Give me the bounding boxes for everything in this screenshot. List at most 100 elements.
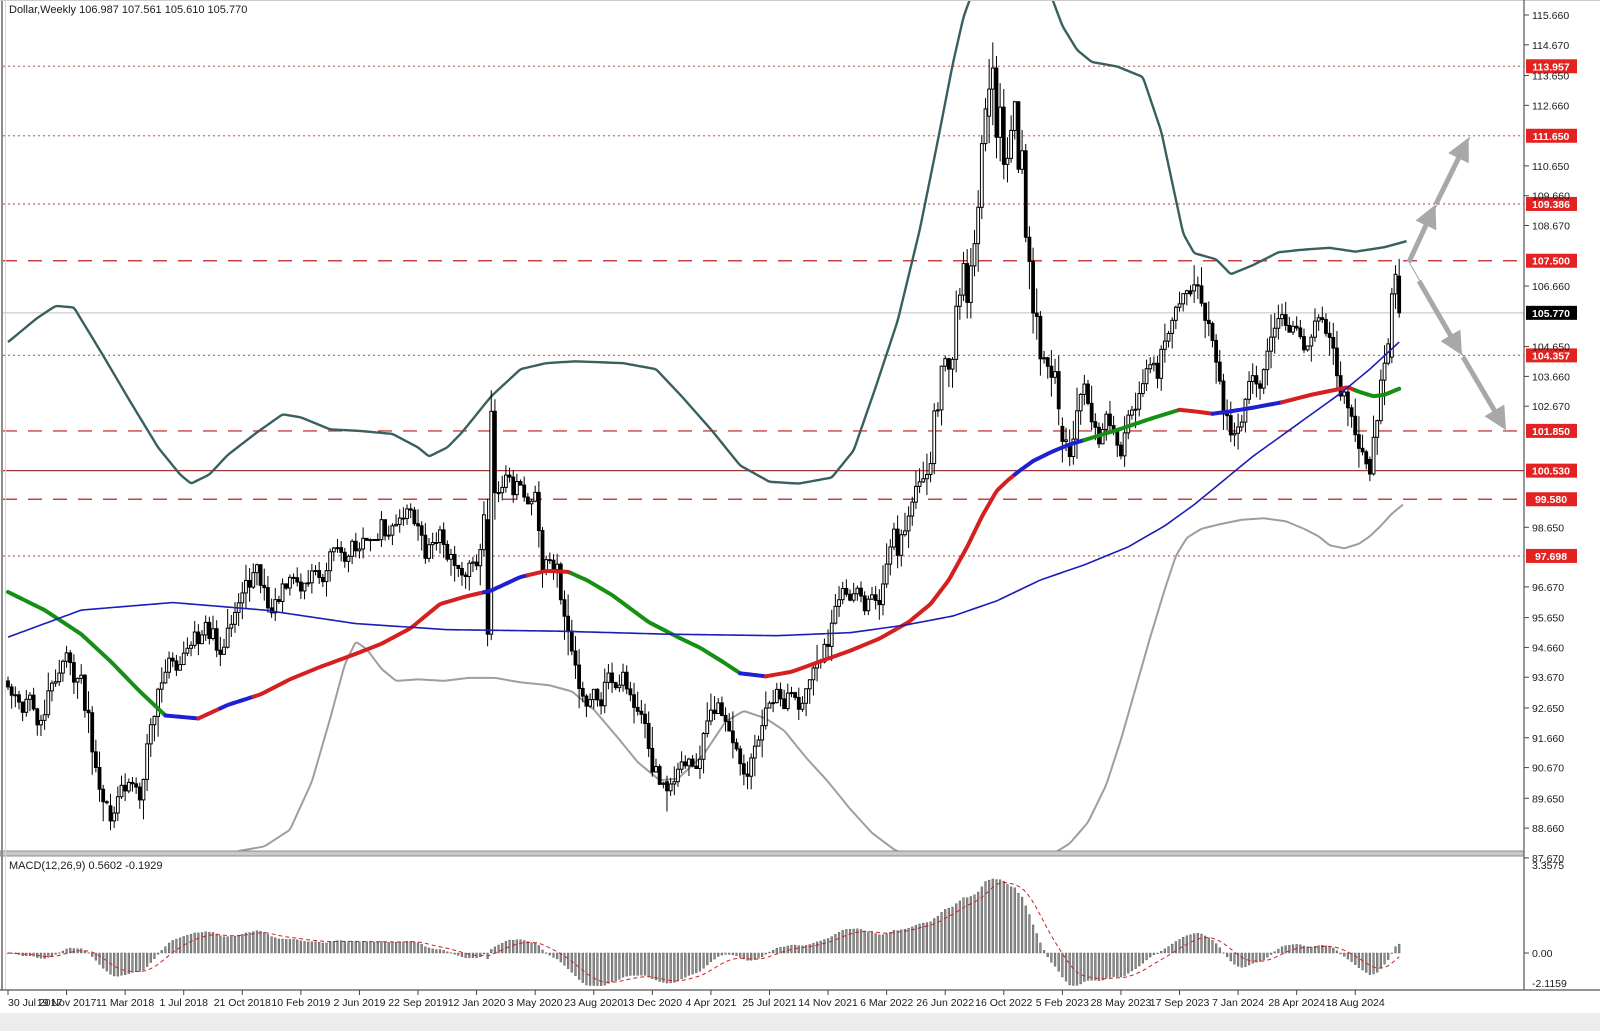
candle-bullish bbox=[240, 592, 245, 604]
candle-bullish bbox=[152, 715, 157, 726]
candle-bullish bbox=[1250, 375, 1255, 383]
macd-histogram-bar bbox=[859, 929, 863, 954]
candle-bearish bbox=[1108, 413, 1112, 427]
macd-histogram-bar bbox=[1167, 946, 1170, 954]
macd-histogram-bar bbox=[296, 939, 299, 954]
macd-histogram-bar bbox=[482, 952, 486, 955]
candle-bearish bbox=[573, 650, 578, 666]
candle-bullish bbox=[972, 243, 977, 267]
macd-histogram-bar bbox=[153, 952, 156, 960]
symbol-ohlc-readout: Dollar,Weekly 106.987 107.561 105.610 10… bbox=[9, 4, 247, 16]
candle-bullish bbox=[771, 702, 776, 705]
candle-bearish bbox=[496, 492, 501, 495]
macd-histogram-bar bbox=[1376, 952, 1379, 973]
macd-histogram-bar bbox=[519, 939, 522, 954]
macd-histogram-bar bbox=[1152, 952, 1155, 955]
macd-histogram-bar bbox=[340, 940, 343, 954]
candle-bearish bbox=[1228, 415, 1233, 436]
macd-histogram-bar bbox=[750, 952, 753, 961]
candle-bullish bbox=[28, 694, 32, 700]
price-axis-tick-label: 114.670 bbox=[1532, 40, 1569, 52]
macd-histogram-bar bbox=[1083, 952, 1086, 982]
macd-histogram-bar bbox=[984, 881, 987, 954]
candle-bullish bbox=[1082, 383, 1087, 395]
candle-bullish bbox=[394, 523, 398, 527]
price-pane[interactable] bbox=[3, 0, 1524, 852]
candle-bullish bbox=[910, 501, 915, 517]
macd-histogram-bar bbox=[636, 952, 639, 976]
candle-bearish bbox=[628, 688, 633, 696]
candle-bullish bbox=[1313, 320, 1317, 338]
candle-bearish bbox=[266, 587, 270, 609]
macd-histogram-bar bbox=[1050, 952, 1053, 963]
candle-bullish bbox=[1316, 317, 1321, 322]
macd-histogram-bar bbox=[834, 934, 837, 954]
candle-bearish bbox=[416, 523, 420, 527]
candle-bearish bbox=[859, 587, 863, 597]
macd-histogram-bar bbox=[391, 942, 394, 954]
candle-bullish bbox=[64, 652, 69, 662]
macd-histogram-bar bbox=[936, 916, 939, 954]
candle-bearish bbox=[342, 551, 347, 562]
candle-bearish bbox=[826, 643, 830, 647]
macd-histogram-bar bbox=[574, 952, 577, 976]
candle-bullish bbox=[892, 528, 896, 548]
candle-bullish bbox=[1020, 150, 1024, 170]
macd-histogram-bar bbox=[1226, 952, 1229, 958]
macd-histogram-bar bbox=[146, 952, 149, 967]
candle-bearish bbox=[375, 538, 380, 541]
macd-histogram-bar bbox=[219, 935, 222, 954]
candle-bullish bbox=[57, 672, 62, 683]
macd-histogram-bar bbox=[951, 906, 954, 954]
candle-bearish bbox=[1346, 391, 1350, 409]
slow-ma-segment-red bbox=[763, 472, 1017, 679]
time-axis-label: 5 Feb 2023 bbox=[1036, 997, 1089, 1009]
macd-histogram-bar bbox=[277, 938, 281, 954]
candle-bullish bbox=[943, 358, 948, 367]
candle-bearish bbox=[646, 723, 651, 750]
candle-bullish bbox=[866, 598, 871, 612]
candle-bearish bbox=[965, 263, 970, 303]
macd-histogram-bar bbox=[1269, 952, 1273, 955]
candle-bearish bbox=[412, 509, 417, 525]
macd-histogram-bar bbox=[1354, 952, 1357, 965]
candle-bearish bbox=[595, 688, 600, 701]
macd-histogram-bar bbox=[164, 946, 167, 954]
macd-histogram-bar bbox=[263, 932, 266, 954]
candle-bullish bbox=[328, 551, 333, 572]
macd-histogram-bar bbox=[318, 942, 321, 954]
macd-pane[interactable] bbox=[3, 857, 1524, 990]
candle-bearish bbox=[493, 410, 497, 494]
macd-histogram-bar bbox=[138, 952, 141, 972]
candle-bearish bbox=[1324, 319, 1328, 334]
macd-histogram-bar bbox=[435, 949, 438, 954]
candle-bullish bbox=[1375, 420, 1380, 438]
candle-bullish bbox=[617, 684, 622, 689]
candle-bullish bbox=[112, 812, 117, 822]
macd-histogram-bar bbox=[1390, 952, 1393, 954]
candle-bullish bbox=[467, 562, 472, 578]
price-level-label: 99.580 bbox=[1535, 494, 1567, 506]
time-axis-label: 10 Feb 2019 bbox=[271, 997, 330, 1009]
macd-histogram-bar bbox=[925, 922, 929, 954]
macd-histogram-bar bbox=[545, 952, 548, 954]
candle-bearish bbox=[613, 682, 618, 689]
macd-histogram-bar bbox=[1090, 952, 1093, 981]
macd-histogram-bar bbox=[113, 952, 116, 977]
time-axis-label: 22 Sep 2019 bbox=[388, 997, 448, 1009]
macd-histogram-bar bbox=[281, 938, 284, 954]
macd-histogram-bar bbox=[369, 941, 372, 954]
macd-histogram-bar bbox=[1171, 943, 1174, 954]
candle-bearish bbox=[1283, 314, 1288, 326]
macd-histogram-bar bbox=[413, 941, 416, 954]
macd-histogram-bar bbox=[116, 952, 119, 977]
macd-histogram-bar bbox=[1130, 952, 1134, 972]
candle-bullish bbox=[987, 88, 992, 117]
macd-histogram-bar bbox=[625, 952, 628, 977]
pane-divider[interactable] bbox=[0, 850, 1525, 857]
price-axis-tick-label: 115.660 bbox=[1532, 10, 1569, 22]
candle-bearish bbox=[1027, 236, 1032, 262]
candle-bearish bbox=[474, 561, 479, 567]
macd-histogram-bar bbox=[1240, 952, 1243, 968]
